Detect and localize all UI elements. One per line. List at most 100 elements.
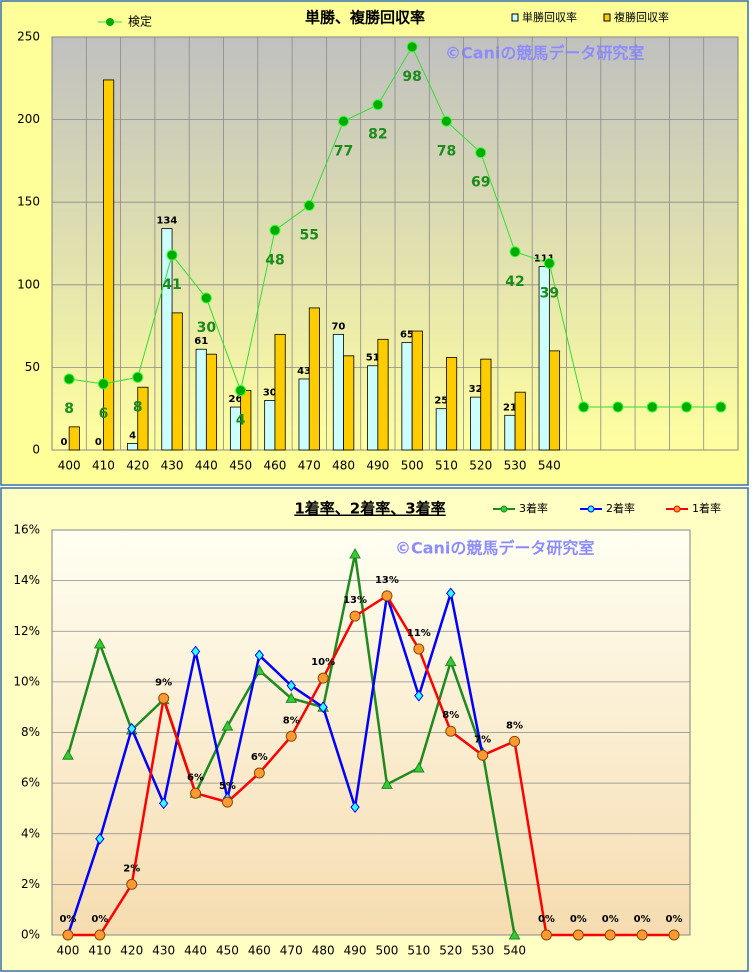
y-tick-label: 10% — [13, 674, 40, 688]
value-label: 8% — [283, 715, 300, 726]
x-tick-label: 410 — [92, 459, 115, 473]
y-tick-label: 0% — [21, 928, 40, 942]
marker — [440, 115, 452, 127]
bar — [504, 414, 516, 451]
x-tick-label: 400 — [58, 459, 81, 473]
legend-marker — [106, 18, 114, 26]
y-tick-label: 100 — [17, 277, 40, 291]
marker — [97, 378, 109, 390]
bar — [195, 348, 207, 451]
value-label: 4 — [129, 430, 136, 441]
value-label: 10% — [311, 657, 335, 668]
y-tick-label: 14% — [13, 573, 40, 587]
marker — [612, 401, 624, 413]
annotation: 82 — [368, 127, 387, 143]
marker — [221, 720, 234, 731]
legend-marker — [673, 505, 681, 513]
marker — [444, 655, 457, 667]
marker — [338, 115, 350, 127]
x-tick-label: 480 — [312, 944, 335, 958]
marker — [269, 224, 281, 236]
legend-marker — [500, 505, 508, 513]
x-tick-label: 520 — [469, 459, 492, 473]
marker — [350, 801, 360, 813]
value-label: 26 — [229, 394, 243, 405]
marker — [159, 797, 169, 810]
annotation: 48 — [265, 252, 284, 268]
legend-label: 2着率 — [606, 501, 635, 515]
bar — [264, 400, 276, 451]
bar — [377, 338, 389, 451]
x-tick-label: 470 — [280, 944, 303, 958]
value-label: 0% — [602, 914, 619, 925]
bar — [308, 307, 320, 451]
x-tick-label: 540 — [538, 459, 561, 473]
legend-label: 1着率 — [692, 501, 721, 515]
x-tick-label: 530 — [504, 459, 527, 473]
y-tick-label: 12% — [13, 624, 40, 638]
value-label: 0 — [61, 437, 68, 448]
marker — [127, 722, 137, 735]
y-tick-label: 6% — [21, 776, 40, 790]
marker — [406, 41, 418, 53]
x-tick-label: 530 — [471, 944, 494, 958]
marker — [636, 929, 648, 941]
bar — [274, 333, 286, 451]
value-label: 5% — [219, 781, 236, 792]
y-tick-label: 150 — [17, 195, 40, 209]
marker — [62, 749, 74, 760]
y-tick-label: 16% — [13, 523, 40, 537]
bar — [343, 355, 355, 451]
x-tick-label: 480 — [332, 459, 355, 473]
value-label: 43 — [297, 366, 311, 377]
y-tick-label: 0 — [32, 443, 40, 457]
marker — [132, 371, 144, 383]
annotation: 39 — [540, 285, 559, 301]
marker — [158, 692, 170, 704]
value-label: 0% — [91, 914, 108, 925]
annotation: 98 — [402, 69, 421, 85]
marker — [543, 257, 555, 269]
annotation: 8 — [133, 399, 143, 415]
marker — [715, 401, 727, 413]
annotation: 41 — [162, 277, 181, 293]
legend-marker — [587, 505, 595, 513]
marker — [285, 692, 298, 703]
marker — [572, 929, 584, 941]
chart-title: 1着率、2着率、3着率 — [294, 500, 445, 518]
marker — [381, 778, 393, 789]
series-line — [66, 592, 484, 936]
x-tick-label: 500 — [375, 944, 398, 958]
marker — [413, 761, 425, 773]
value-label: 21 — [503, 402, 517, 413]
value-label: 0% — [634, 914, 651, 925]
marker — [445, 725, 457, 737]
marker — [235, 385, 247, 397]
y-tick-label: 200 — [17, 112, 40, 126]
marker — [285, 730, 297, 742]
value-label: 9% — [155, 677, 172, 688]
marker — [477, 749, 489, 761]
x-tick-label: 450 — [216, 944, 239, 958]
bar — [171, 312, 183, 451]
x-tick-label: 430 — [152, 944, 175, 958]
marker — [318, 701, 328, 713]
bar — [103, 79, 115, 451]
marker — [62, 929, 74, 941]
value-label: 51 — [366, 353, 380, 364]
marker — [254, 649, 264, 662]
x-tick-label: 520 — [439, 944, 462, 958]
marker — [286, 679, 296, 692]
value-label: 11% — [407, 628, 431, 639]
legend-swatch — [511, 13, 519, 22]
value-label: 0% — [59, 914, 76, 925]
annotation: 69 — [471, 175, 490, 191]
value-label: 70 — [331, 321, 345, 332]
annotation: 6 — [99, 406, 109, 422]
series-line — [69, 45, 721, 408]
legend-label: 単勝回収率 — [522, 10, 577, 24]
x-tick-label: 470 — [298, 459, 321, 473]
bar — [298, 378, 310, 451]
marker — [253, 767, 265, 779]
